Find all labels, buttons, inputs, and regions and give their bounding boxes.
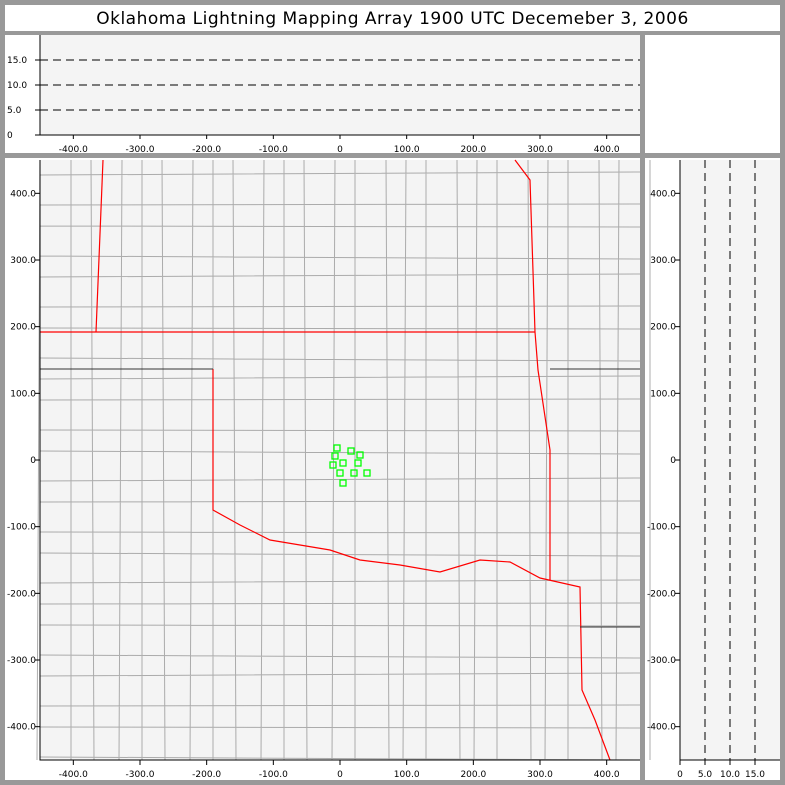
plan-xtick-label: 0: [337, 770, 343, 780]
lightning-source-point: [331, 452, 339, 460]
plan-xtick-label: 300.0: [527, 770, 553, 780]
ew-ytick-label: 15.0: [7, 56, 27, 66]
ns-xtick-label: 0: [677, 770, 683, 780]
plan-ytick-label: -400.0: [7, 723, 36, 733]
ew-xtick-label: -100.0: [259, 145, 288, 155]
plan-xtick-label: 100.0: [394, 770, 420, 780]
lightning-source-point: [350, 469, 358, 477]
plan-axes: [39, 160, 640, 761]
plan-ytick-label: -300.0: [7, 656, 36, 666]
ns-ytick-label: 400.0: [650, 189, 676, 199]
ns-ytick-label: 0: [670, 456, 676, 466]
state-border: [95, 159, 104, 333]
plan-ytick-label: -200.0: [7, 589, 36, 599]
plan-ytick-label: 400.0: [10, 189, 36, 199]
ew-ytick-label: 10.0: [7, 81, 27, 91]
lightning-source-point: [347, 447, 355, 455]
ns-ytick-label: -300.0: [647, 656, 676, 666]
plan-ytick-label: 0: [30, 456, 36, 466]
plan-xtick-label: 400.0: [594, 770, 620, 780]
lightning-source-point: [329, 461, 337, 469]
ns-ytick-label: 300.0: [650, 256, 676, 266]
lightning-source-point: [354, 459, 362, 467]
ew-xtick-label: 0: [337, 145, 343, 155]
plan-ytick-label: 100.0: [10, 389, 36, 399]
ew-xtick-label: 400.0: [594, 145, 620, 155]
ns-xtick-label: 10.0: [720, 770, 740, 780]
lightning-source-point: [339, 459, 347, 467]
lightning-source-point: [356, 451, 364, 459]
state-border: [212, 369, 611, 761]
lightning-source-point: [336, 469, 344, 477]
ew-xtick-label: 200.0: [460, 145, 486, 155]
ns-ytick-label: -400.0: [647, 723, 676, 733]
ns-ytick-label: -200.0: [647, 589, 676, 599]
plan-xtick-label: -300.0: [125, 770, 154, 780]
chart-title: Oklahoma Lightning Mapping Array 1900 UT…: [5, 5, 780, 31]
ew-xtick-label: 100.0: [394, 145, 420, 155]
ew-xtick-label: -400.0: [59, 145, 88, 155]
plan-xtick-label: -200.0: [192, 770, 221, 780]
lightning-source-point: [339, 479, 347, 487]
plan-xtick-label: 200.0: [460, 770, 486, 780]
plan-ytick-label: -100.0: [7, 523, 36, 533]
ew-xtick-label: 300.0: [527, 145, 553, 155]
ns-xtick-label: 15.0: [745, 770, 765, 780]
ns-xtick-label: 5.0: [698, 770, 713, 780]
lightning-source-point: [363, 469, 371, 477]
lightning-source-point: [333, 444, 341, 452]
ew-xtick-label: -300.0: [125, 145, 154, 155]
ew-ytick-label: 5.0: [7, 106, 22, 116]
state-border-other: [40, 368, 640, 628]
ns-ytick-label: 200.0: [650, 323, 676, 333]
ew-xtick-label: -200.0: [192, 145, 221, 155]
plan-xtick-label: -400.0: [59, 770, 88, 780]
plan-ytick-label: 300.0: [10, 256, 36, 266]
ns-ytick-label: 100.0: [650, 389, 676, 399]
ns-ytick-label: -100.0: [647, 523, 676, 533]
plan-ytick-label: 200.0: [10, 323, 36, 333]
state-border: [514, 159, 551, 580]
ew-ytick-label: 0: [7, 131, 13, 141]
corner-panel: [645, 35, 780, 153]
plan-xtick-label: -100.0: [259, 770, 288, 780]
